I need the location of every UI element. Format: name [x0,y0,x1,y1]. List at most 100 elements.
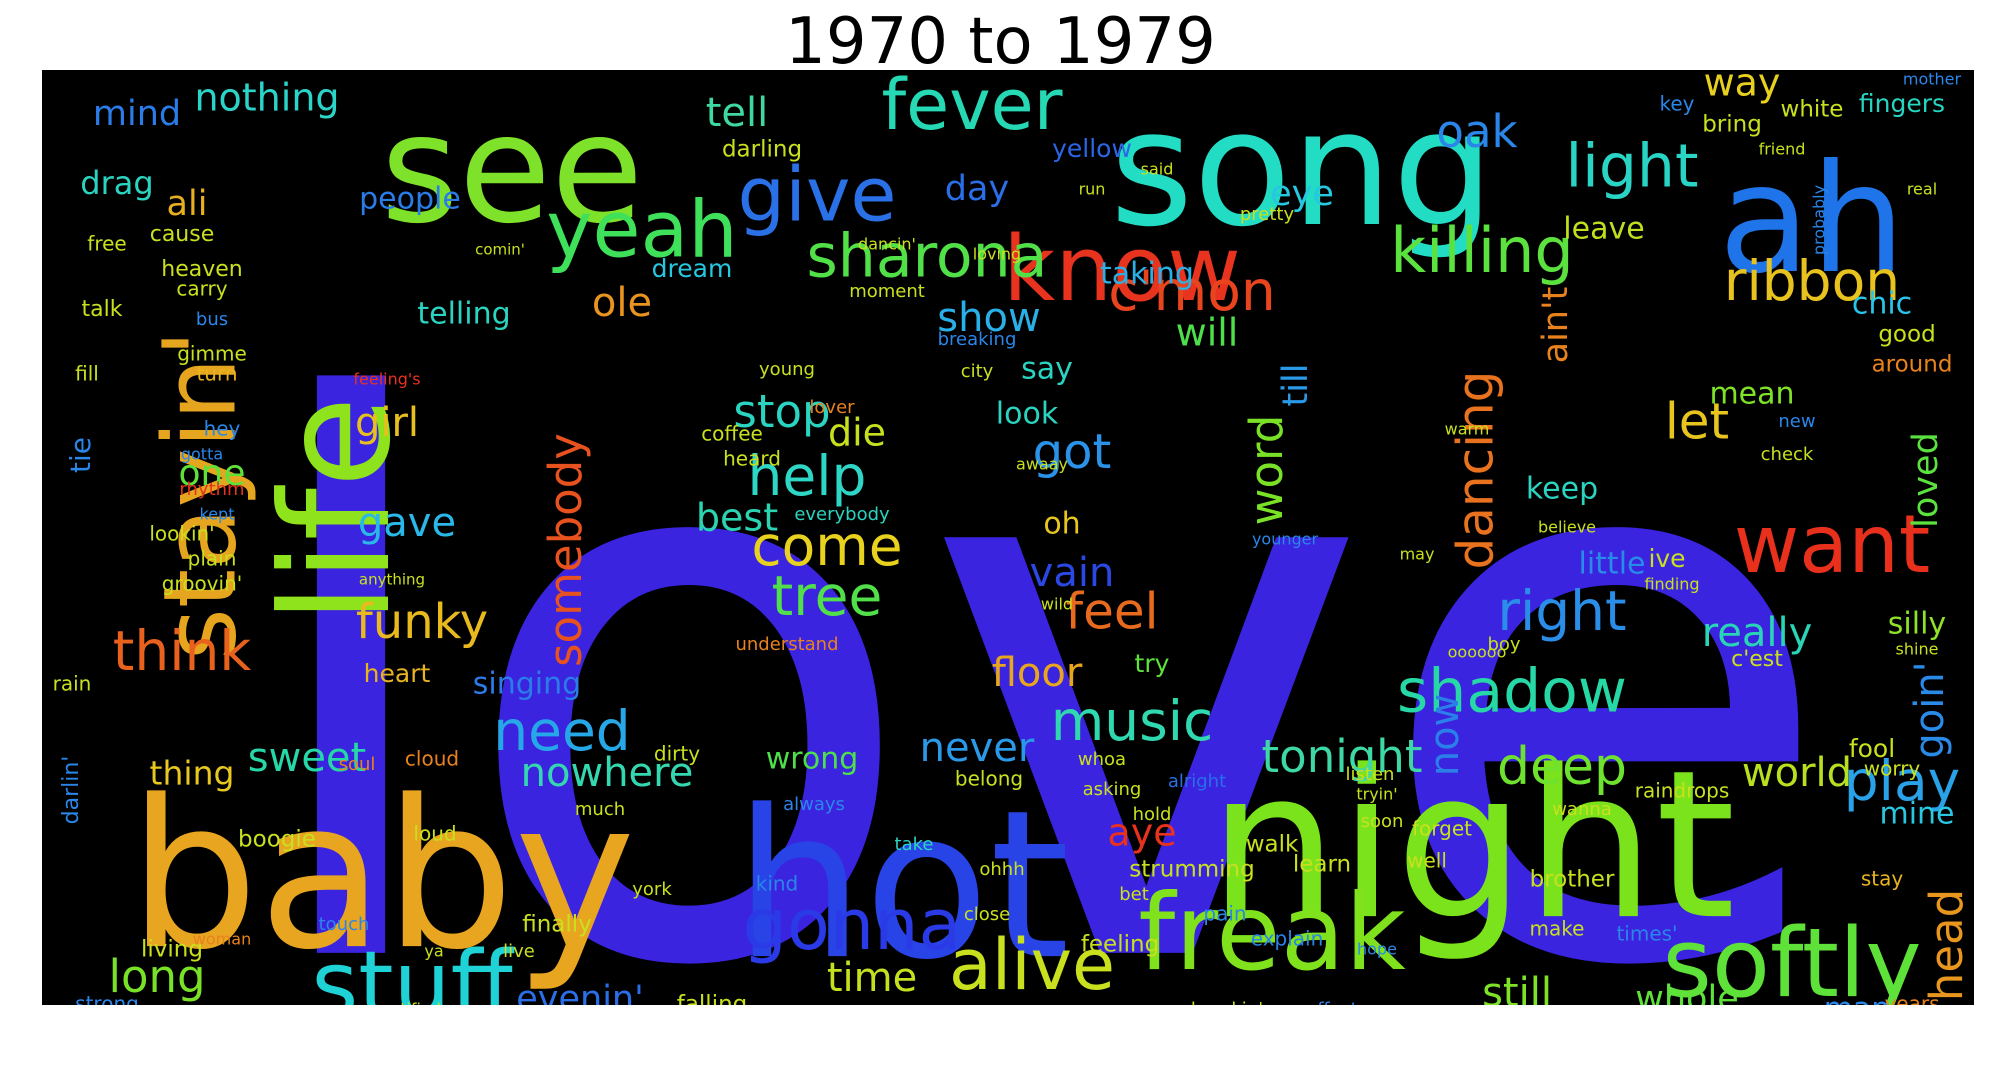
word-126: hey [204,417,241,441]
word-95: say [1021,352,1073,387]
word-46: world [1742,750,1852,796]
word-24: ribbon [1724,249,1900,313]
word-39: let [1665,393,1729,451]
word-52: goin' [1907,661,1953,758]
word-35: feel [1065,583,1158,641]
word-117: good [1878,322,1935,348]
word-59: girl [355,400,419,446]
word-149: belong [955,767,1023,791]
word-56: whole [1635,979,1738,1005]
word-93: singing [473,667,581,702]
word-60: gave [358,500,456,546]
word-18: gonna [743,884,962,966]
word-54: time [827,955,917,1001]
word-161: bet [1119,884,1149,905]
word-196: wild [1041,595,1073,614]
word-36: funky [356,594,488,650]
word-177: sanctified [363,1000,441,1006]
word-198: believe [1538,518,1596,537]
word-140: c'est [1731,647,1783,672]
word-130: rain [53,672,92,696]
word-21: want [1734,498,1931,591]
word-172: soul [339,754,376,775]
word-32: tree [772,564,883,628]
word-105: living [141,937,203,963]
word-50: head [1920,889,1973,1001]
word-74: ali [167,184,208,224]
word-135: strong [75,992,139,1006]
word-41: oak [1436,105,1517,158]
word-151: cloud [405,747,459,771]
word-154: city [961,361,994,382]
word-202: tryin' [1356,785,1397,804]
word-3: hot [734,767,1070,1005]
word-179: effect [1306,999,1358,1005]
word-99: taking [1100,257,1194,292]
word-160: york [632,879,672,900]
word-162: soon [1361,811,1404,832]
word-174: woman [193,930,251,949]
word-66: vain [1030,550,1115,596]
word-12: softly [1662,909,1921,1005]
word-29: need [493,699,630,763]
word-185: always [783,794,845,815]
word-45: nowhere [521,750,694,796]
word-114: bring [1702,112,1762,138]
word-169: pretty [1240,204,1295,225]
word-201: feeling's [353,370,420,389]
word-108: strumming [1129,857,1254,883]
word-173: touch [319,914,370,935]
word-132: lookin' [149,522,214,546]
word-188: kept [200,505,235,524]
word-19: killing [1390,214,1573,287]
word-145: pain [1203,902,1246,926]
word-129: bus [196,309,228,330]
word-13: know [1003,217,1241,322]
word-37: somebody [539,433,592,667]
word-23: light [1566,132,1699,202]
word-83: leave [1563,212,1644,247]
word-171: loud [413,822,456,846]
word-103: dream [652,254,733,283]
word-55: still [1482,970,1552,1005]
word-136: coffee [701,422,763,446]
word-158: close [964,904,1010,925]
word-4: night [1208,727,1735,965]
word-63: will [1176,311,1239,355]
word-15: give [738,151,897,239]
word-128: carry [176,277,227,301]
word-1: love [245,249,1838,1005]
word-119: tie [64,437,97,473]
word-73: one [179,453,246,494]
word-96: look [996,397,1059,432]
word-42: got [1033,424,1112,480]
word-34: dancing [1447,371,1505,570]
word-47: never [920,725,1035,771]
word-170: anything [359,571,425,589]
word-157: lover [809,397,855,418]
word-195: dancin' [858,235,916,254]
word-166: wanna [1552,799,1612,820]
word-139: understand [735,634,838,655]
word-11: stuff [311,932,514,1005]
word-107: feeling [1081,932,1159,958]
word-182: ohhh [979,859,1024,880]
word-91: people [359,182,461,217]
word-176: ya [424,942,443,961]
word-101: try [1135,649,1170,678]
word-183: asking [1083,779,1142,800]
word-14: yeah [546,185,737,275]
word-68: thing [150,754,235,793]
word-115: key [1659,92,1694,116]
word-6: see [381,83,644,257]
word-9: stayin' [141,330,258,660]
word-150: alright [1168,771,1226,792]
word-16: fever [882,70,1063,146]
word-62: best [696,496,778,540]
word-123: gimme [177,342,247,366]
word-100: wrong [766,742,859,777]
word-141: worry [1864,757,1921,781]
word-53: really [1702,610,1813,656]
word-178: breakin' [1191,999,1263,1005]
word-190: gotta [181,445,223,464]
